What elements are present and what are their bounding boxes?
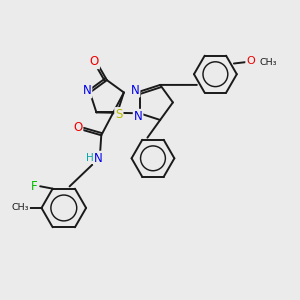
Text: N: N xyxy=(134,110,142,123)
Text: O: O xyxy=(90,55,99,68)
Text: CH₃: CH₃ xyxy=(12,203,29,212)
Text: N: N xyxy=(131,84,140,97)
Text: H: H xyxy=(85,153,93,163)
Text: N: N xyxy=(82,85,91,98)
Text: O: O xyxy=(73,121,83,134)
Text: S: S xyxy=(115,108,123,121)
Text: N: N xyxy=(94,152,103,165)
Text: F: F xyxy=(31,180,38,193)
Text: CH₃: CH₃ xyxy=(260,58,277,67)
Text: O: O xyxy=(246,56,255,66)
